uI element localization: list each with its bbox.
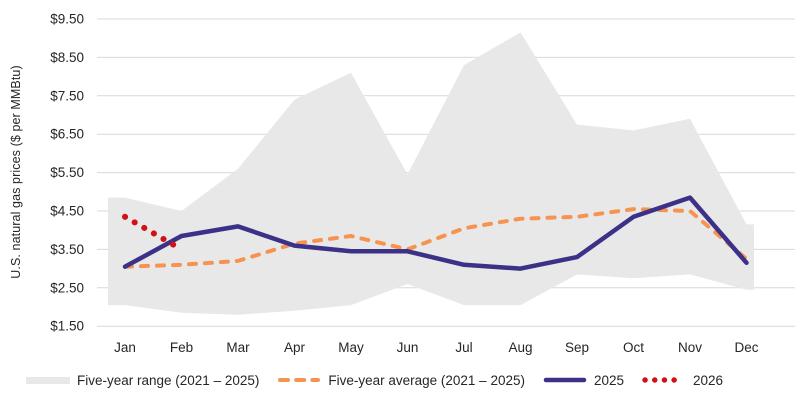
x-tick-label: Aug (508, 340, 532, 355)
legend-item-five-year-range-2021-2025: Five-year range (2021 – 2025) (26, 373, 259, 388)
range-swatch-icon (26, 377, 70, 384)
x-tick-label: Jul (455, 340, 472, 355)
y-tick-label: $7.50 (50, 88, 84, 103)
x-tick-label: Jan (114, 340, 136, 355)
y-tick-label: $2.50 (50, 280, 84, 295)
x-tick-label: Sep (565, 340, 589, 355)
y-tick-label: $9.50 (50, 12, 84, 27)
y-tick-label: $5.50 (50, 165, 84, 180)
legend-item-2025: 2025 (543, 373, 624, 388)
legend-label: 2026 (693, 372, 724, 388)
legend-label: 2025 (593, 372, 625, 388)
series-line-five-year-average-2021-2025- (123, 207, 749, 269)
y-tick-label: $8.50 (50, 50, 84, 65)
series-line-2025 (122, 195, 749, 271)
x-tick-label: Apr (284, 340, 306, 355)
x-tick-label: Feb (170, 340, 193, 355)
y-tick-label: $1.50 (50, 319, 84, 334)
x-tick-label: May (338, 340, 364, 355)
x-tick-label: Nov (678, 340, 702, 355)
x-tick-label: Dec (734, 340, 758, 355)
legend-item-2026: 2026 (642, 373, 723, 388)
x-tick-label: Mar (226, 340, 250, 355)
x-tick-label: Oct (623, 340, 644, 355)
dotted-line-swatch-icon (642, 377, 686, 383)
legend: Five-year range (2021 – 2025) Five-year a… (26, 366, 796, 394)
x-tick-label: Jun (397, 340, 419, 355)
y-tick-label: $6.50 (50, 127, 84, 142)
y-tick-label: $3.50 (50, 242, 84, 257)
series-line-2026 (122, 213, 185, 253)
dashed-line-swatch-icon (278, 378, 321, 382)
five-year-range-band (108, 32, 754, 315)
y-tick-label: $4.50 (50, 204, 84, 219)
legend-label: Five-year average (2021 – 2025) (328, 372, 525, 388)
legend-label: Five-year range (2021 – 2025) (77, 372, 260, 388)
legend-item-five-year-average-2021-2025: Five-year average (2021 – 2025) (277, 373, 525, 388)
solid-line-swatch-icon (543, 377, 587, 383)
